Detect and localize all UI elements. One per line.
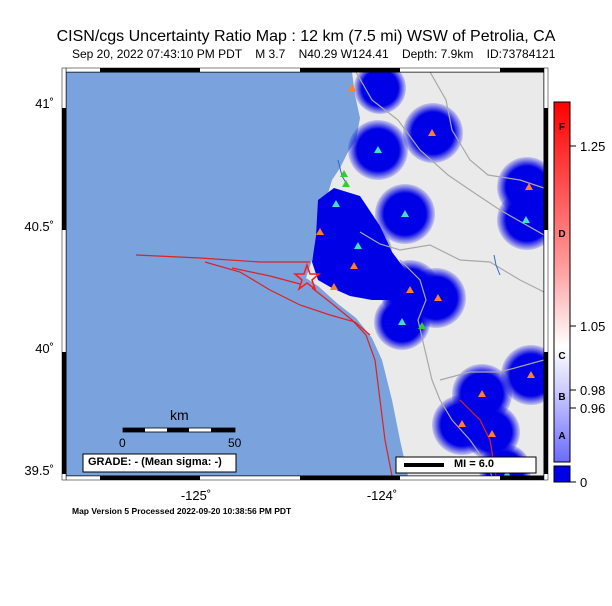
lon-label: -124˚ — [366, 488, 398, 503]
event-info: Sep 20, 2022 07:43:10 PM PDT M 3.7 N40.2… — [72, 47, 556, 61]
lon-label: -125˚ — [180, 488, 212, 503]
colorbar-value: 1.25 — [580, 139, 606, 154]
colorbar-value: 0.98 — [580, 383, 606, 398]
station-markers — [316, 84, 535, 476]
processing-footer: Map Version 5 Processed 2022-09-20 10:38… — [72, 506, 292, 516]
mi-legend-label: MI = 6.0 — [454, 458, 495, 470]
colorbar-value: 0.96 — [580, 401, 606, 416]
scale-unit: km — [170, 407, 189, 423]
lat-label: 41˚ — [35, 96, 54, 111]
scale-bar — [122, 427, 236, 433]
colorbar-grade-letter: F — [558, 122, 566, 133]
colorbar-grade-letter: B — [558, 392, 566, 403]
scale-start: 0 — [119, 436, 126, 450]
scale-end: 50 — [228, 436, 242, 450]
colorbar-value: 1.05 — [580, 319, 606, 334]
lat-label: 40˚ — [35, 341, 54, 356]
map-title: CISN/cgs Uncertainty Ratio Map : 12 km (… — [56, 28, 556, 45]
epicenter-star — [292, 262, 322, 292]
mi-legend — [395, 456, 537, 474]
fault-lines — [135, 254, 497, 476]
colorbar-value: 0 — [580, 475, 588, 490]
colorbar — [553, 101, 576, 483]
lat-label: 40.5˚ — [24, 219, 54, 234]
colorbar-grade-letter: C — [558, 351, 566, 362]
lat-label: 39.5˚ — [24, 463, 54, 478]
colorbar-grade-letter: D — [558, 229, 566, 240]
grade-box — [82, 453, 237, 473]
map-frame — [61, 67, 549, 481]
grade-text: GRADE: - (Mean sigma: -) — [88, 456, 222, 468]
colorbar-grade-letter: A — [558, 431, 566, 442]
roads — [355, 72, 544, 476]
